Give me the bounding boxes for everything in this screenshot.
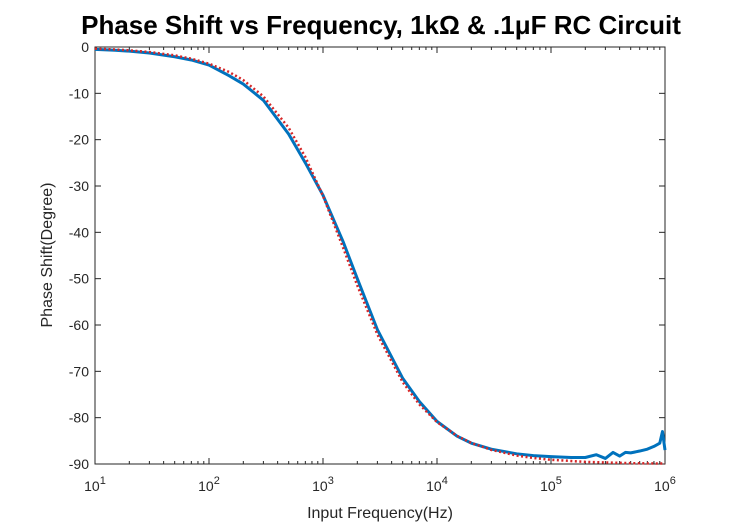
x-tick-label: 105 (540, 475, 562, 494)
y-tick-label: -10 (69, 85, 89, 101)
x-axis: 101 102 103 104 105 106 (84, 47, 676, 494)
y-tick-label: -60 (69, 317, 89, 333)
y-axis: 0 -10 -20 -30 -40 -50 -60 -70 -80 -90 (69, 39, 665, 472)
plot-box (94, 46, 666, 465)
series-line-theoretical (94, 47, 666, 465)
y-axis-label: Phase Shift(Degree) (39, 183, 56, 328)
y-tick-label: -50 (69, 271, 89, 287)
series-layer (94, 47, 667, 465)
y-tick-label: 0 (81, 39, 89, 55)
x-tick-label: 102 (198, 475, 220, 494)
y-tick-label: -70 (69, 363, 89, 379)
plot-area (94, 46, 666, 465)
series-line-measured (94, 47, 667, 460)
y-tick-label: -80 (69, 410, 89, 426)
x-tick-label: 103 (312, 475, 334, 494)
y-tick-label: -20 (69, 132, 89, 148)
x-tick-label: 106 (654, 475, 676, 494)
x-tick-label: 101 (84, 475, 106, 494)
x-tick-label: 104 (426, 475, 448, 494)
y-tick-label: -30 (69, 178, 89, 194)
y-tick-label: -90 (69, 456, 89, 472)
y-tick-label: -40 (69, 224, 89, 240)
x-axis-label: Input Frequency(Hz) (307, 505, 453, 522)
chart-title: Phase Shift vs Frequency, 1kΩ & .1μF RC … (81, 10, 681, 40)
